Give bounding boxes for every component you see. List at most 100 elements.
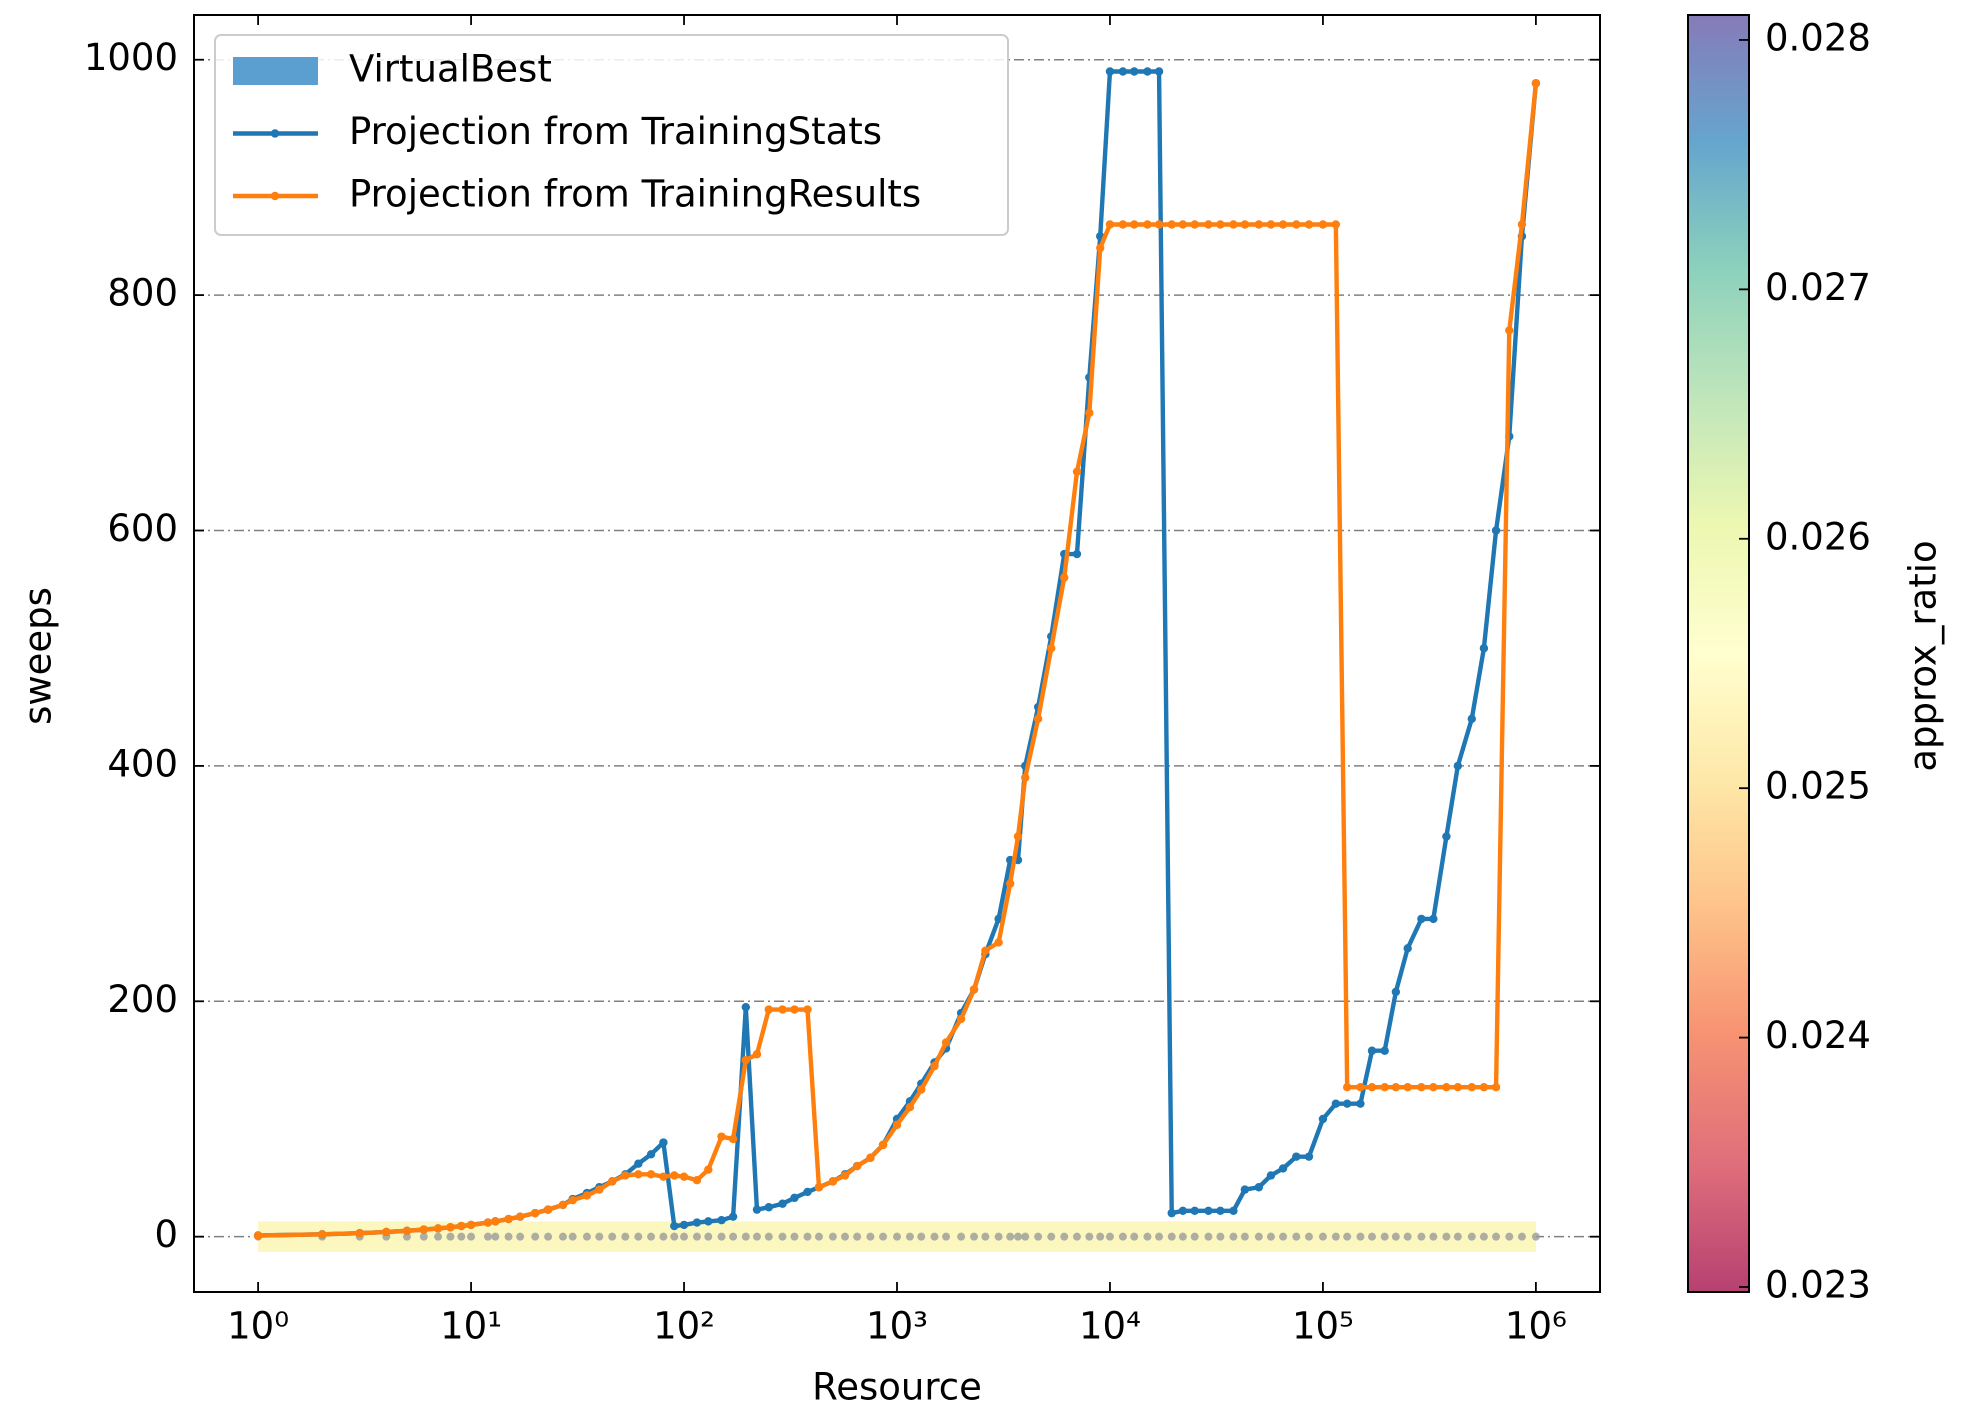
point	[969, 985, 979, 994]
point	[483, 1218, 493, 1227]
series-line	[258, 83, 1539, 1238]
point	[659, 1232, 668, 1241]
point	[893, 1232, 901, 1241]
point	[1417, 914, 1426, 924]
point	[905, 1232, 914, 1241]
point	[504, 1232, 513, 1241]
point	[957, 1232, 966, 1241]
point	[917, 1232, 926, 1241]
legend-label: VirtualBest	[349, 48, 552, 91]
y-tick-label: 600	[107, 507, 178, 550]
point	[981, 946, 990, 955]
point	[446, 1232, 455, 1241]
point	[704, 1165, 713, 1174]
point	[1505, 1232, 1514, 1241]
point	[595, 1232, 604, 1241]
point	[1429, 914, 1438, 924]
point	[1118, 220, 1128, 229]
colorbar-label: approx_ratio	[1902, 540, 1945, 771]
point	[717, 1216, 726, 1225]
point	[466, 1220, 476, 1230]
point	[1429, 1232, 1438, 1241]
point	[647, 1232, 656, 1241]
colorbar-tick-label: 0.026	[1765, 515, 1871, 558]
point	[1167, 1232, 1176, 1241]
point	[402, 1232, 411, 1241]
point	[692, 1218, 702, 1227]
point	[1047, 1232, 1056, 1241]
point	[1072, 1232, 1081, 1241]
point	[1266, 220, 1276, 229]
point	[1356, 1099, 1365, 1108]
point	[515, 1212, 525, 1221]
y-tick-label: 1000	[84, 36, 178, 79]
point	[1006, 1232, 1015, 1241]
point	[1380, 1046, 1389, 1055]
point	[1453, 1232, 1462, 1241]
point	[752, 1205, 762, 1214]
point	[1118, 67, 1128, 76]
point	[434, 1232, 443, 1241]
x-tick-label: 10⁴	[1079, 1305, 1141, 1348]
point	[1266, 1171, 1276, 1180]
point	[530, 1208, 540, 1218]
point	[1229, 1232, 1238, 1241]
point	[679, 1220, 689, 1230]
point	[1429, 1083, 1438, 1092]
point	[1085, 408, 1094, 418]
point	[1318, 220, 1328, 229]
point	[679, 1172, 689, 1181]
point	[741, 1232, 750, 1241]
point	[1479, 1083, 1489, 1092]
point	[467, 1232, 476, 1241]
point	[1033, 714, 1043, 724]
point	[1343, 1232, 1352, 1241]
point	[841, 1232, 850, 1241]
point	[544, 1232, 553, 1241]
point	[764, 1232, 773, 1241]
point	[941, 1038, 951, 1047]
point	[1190, 1232, 1199, 1241]
point	[704, 1217, 713, 1226]
point	[1229, 1206, 1238, 1215]
point	[419, 1225, 429, 1234]
point	[866, 1153, 875, 1163]
point	[680, 1232, 689, 1241]
point	[852, 1161, 862, 1171]
point	[1304, 220, 1314, 229]
point	[828, 1177, 838, 1186]
x-tick-label: 10²	[653, 1305, 715, 1348]
point	[1442, 832, 1451, 841]
point	[728, 1134, 738, 1144]
point	[752, 1050, 762, 1059]
point	[790, 1193, 799, 1203]
point	[1304, 1152, 1314, 1161]
point	[516, 1232, 525, 1241]
plot-frame	[193, 14, 1601, 1293]
point	[1356, 1232, 1365, 1241]
point	[1240, 1232, 1249, 1241]
colorbar-tick-label: 0.024	[1765, 1014, 1871, 1057]
point	[764, 1203, 773, 1212]
point	[1240, 1185, 1250, 1194]
point	[1013, 832, 1023, 841]
point	[1266, 1232, 1275, 1241]
point	[1178, 220, 1188, 229]
point	[1517, 220, 1527, 229]
point	[433, 1224, 443, 1233]
point	[1216, 1232, 1225, 1241]
point	[1190, 220, 1199, 229]
point	[752, 1232, 761, 1241]
y-axis-label: sweeps	[17, 587, 60, 725]
point	[457, 1221, 466, 1231]
point	[491, 1232, 500, 1241]
point	[659, 1172, 668, 1181]
point	[692, 1175, 702, 1185]
point	[879, 1232, 888, 1241]
point	[803, 1187, 812, 1197]
point	[1331, 1232, 1340, 1241]
point	[1130, 67, 1139, 76]
point	[828, 1232, 837, 1241]
point	[790, 1232, 799, 1241]
point	[1130, 220, 1139, 229]
